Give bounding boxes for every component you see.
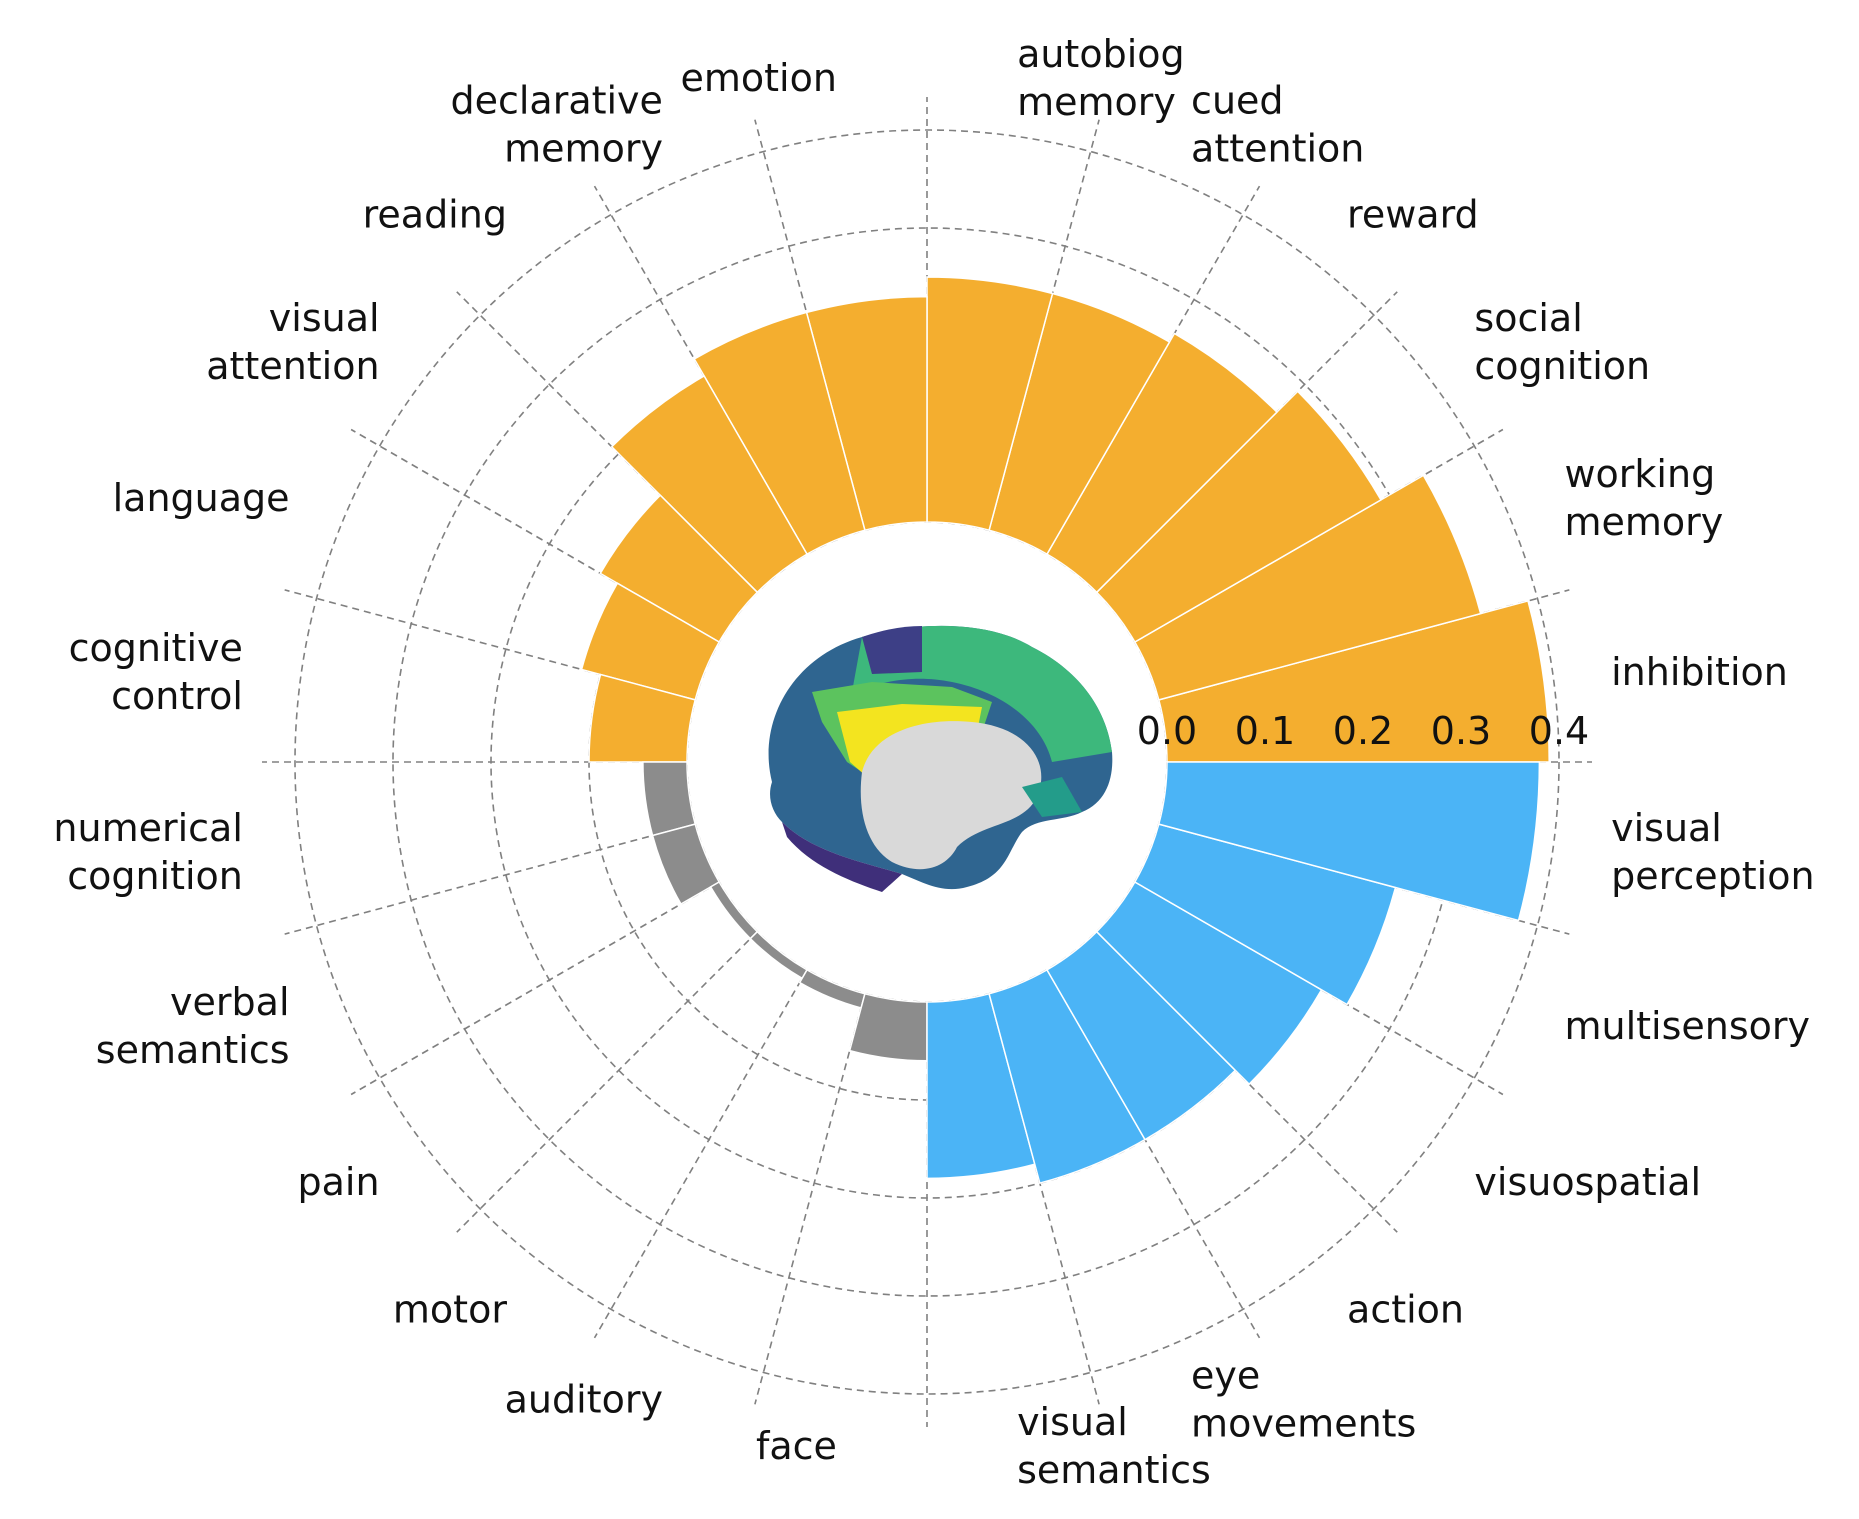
bar-layer xyxy=(580,276,1550,1185)
label-numerical-cognition: numerical cognition xyxy=(53,806,242,898)
bar-motor xyxy=(749,930,809,980)
bar-working-memory xyxy=(1133,474,1482,701)
grid-spoke-15 xyxy=(456,931,758,1233)
grid-spoke-2 xyxy=(1134,428,1504,643)
bar-visual-attention xyxy=(599,494,759,644)
category-labels: inhibition working memory social cognition re… xyxy=(53,32,1814,1492)
bar-visual-perception xyxy=(1157,761,1541,922)
tick-label-4: 0.4 xyxy=(1529,709,1589,753)
label-emotion: emotion xyxy=(680,56,836,100)
bar-reward xyxy=(1045,332,1278,594)
grid-spoke-22 xyxy=(1134,881,1504,1096)
label-reward: reward xyxy=(1347,193,1479,237)
tick-label-1: 0.1 xyxy=(1235,709,1295,753)
label-pain: pain xyxy=(298,1160,380,1204)
label-working-memory: working memory xyxy=(1564,452,1723,544)
label-autobiog-memory: autobiog memory xyxy=(1017,32,1185,124)
brain-region-purple xyxy=(782,822,902,892)
grid-spoke-4 xyxy=(1046,185,1261,555)
bar-inhibition xyxy=(1157,600,1550,763)
grid-spoke-14 xyxy=(350,881,720,1096)
brain-region-dark xyxy=(862,626,922,674)
label-social-cognition: social cognition xyxy=(1474,296,1650,388)
grid-spoke-19 xyxy=(988,993,1100,1405)
label-declarative-memory: declarative memory xyxy=(450,79,662,171)
label-face: face xyxy=(756,1424,837,1468)
bar-auditory xyxy=(798,968,866,1009)
grid-spoke-7 xyxy=(754,119,866,531)
grid-spoke-3 xyxy=(1096,291,1398,593)
medial-brain-surface-icon xyxy=(768,625,1113,892)
bar-declarative-memory xyxy=(693,311,866,556)
bar-pain xyxy=(709,880,759,940)
brain-region-teal xyxy=(1022,777,1082,817)
grid-circle-4 xyxy=(294,129,1560,1395)
brain-medial-wall xyxy=(860,721,1042,870)
grid-spoke-11 xyxy=(284,589,696,701)
label-inhibition: inhibition xyxy=(1611,650,1788,694)
grid-spoke-20 xyxy=(1046,969,1261,1339)
label-multisensory: multisensory xyxy=(1564,1004,1810,1048)
bar-social-cognition xyxy=(1095,390,1382,644)
label-language: language xyxy=(113,476,290,520)
radial-tick-labels: 0.0 0.1 0.2 0.3 0.4 xyxy=(1137,709,1589,753)
label-visuospatial: visuospatial xyxy=(1474,1160,1701,1204)
grid-spoke-13 xyxy=(284,823,696,935)
label-visual-attention: visual attention xyxy=(206,296,379,388)
bar-reading xyxy=(610,374,809,594)
grid-spoke-17 xyxy=(754,993,866,1405)
bar-autobiog-memory xyxy=(926,276,1054,532)
tick-label-2: 0.2 xyxy=(1333,709,1393,753)
label-action: action xyxy=(1347,1287,1464,1331)
label-verbal-semantics: verbal semantics xyxy=(96,980,290,1072)
label-visual-semantics: visual semantics xyxy=(1017,1400,1211,1492)
grid-spoke-16 xyxy=(593,969,808,1339)
bar-verbal-semantics xyxy=(651,823,721,906)
grid-spoke-21 xyxy=(1096,931,1398,1233)
label-motor: motor xyxy=(393,1287,507,1331)
grid-spoke-9 xyxy=(456,291,758,593)
label-visual-perception: visual perception xyxy=(1611,806,1814,898)
bar-language xyxy=(580,582,721,701)
tick-label-0: 0.0 xyxy=(1137,709,1197,753)
label-reading: reading xyxy=(363,193,507,237)
grid-spoke-8 xyxy=(593,185,808,555)
tick-label-3: 0.3 xyxy=(1431,709,1491,753)
label-cognitive-control: cognitive control xyxy=(69,626,243,718)
label-cued-attention: cued attention xyxy=(1191,79,1364,171)
label-eye-movements: eye movements xyxy=(1191,1353,1416,1445)
label-auditory: auditory xyxy=(505,1377,663,1421)
bar-cognitive-control xyxy=(588,673,697,763)
grid-spoke-10 xyxy=(350,428,720,643)
grid-spoke-5 xyxy=(988,119,1100,531)
bar-numerical-cognition xyxy=(642,761,697,837)
